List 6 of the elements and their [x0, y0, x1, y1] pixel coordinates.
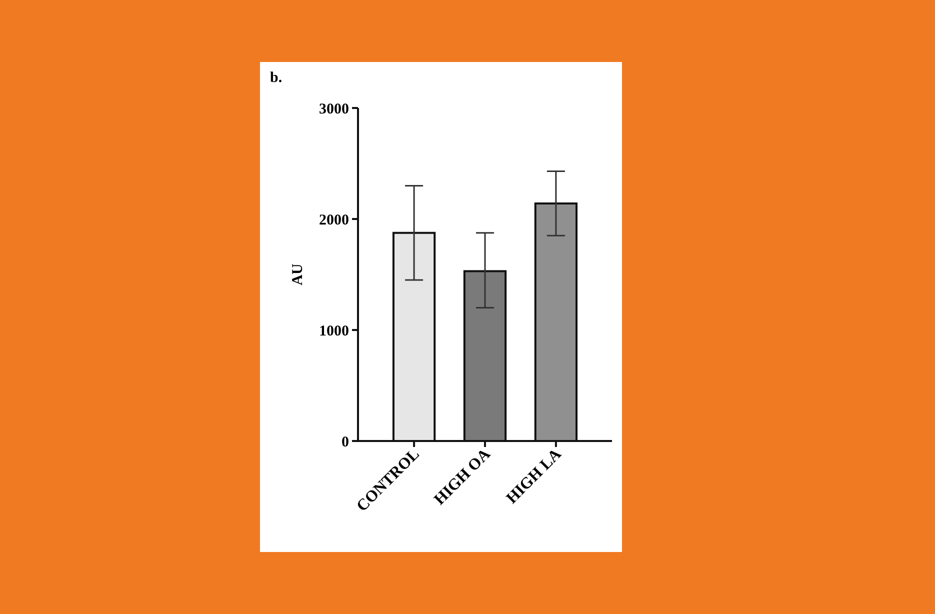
y-tick-label: 2000 — [319, 212, 349, 228]
y-axis-title: AU — [290, 264, 306, 286]
y-tick-label: 0 — [342, 434, 349, 450]
y-tick-label: 1000 — [319, 323, 349, 340]
y-tick-label: 3000 — [319, 101, 349, 118]
chart-title: b. — [270, 70, 282, 86]
